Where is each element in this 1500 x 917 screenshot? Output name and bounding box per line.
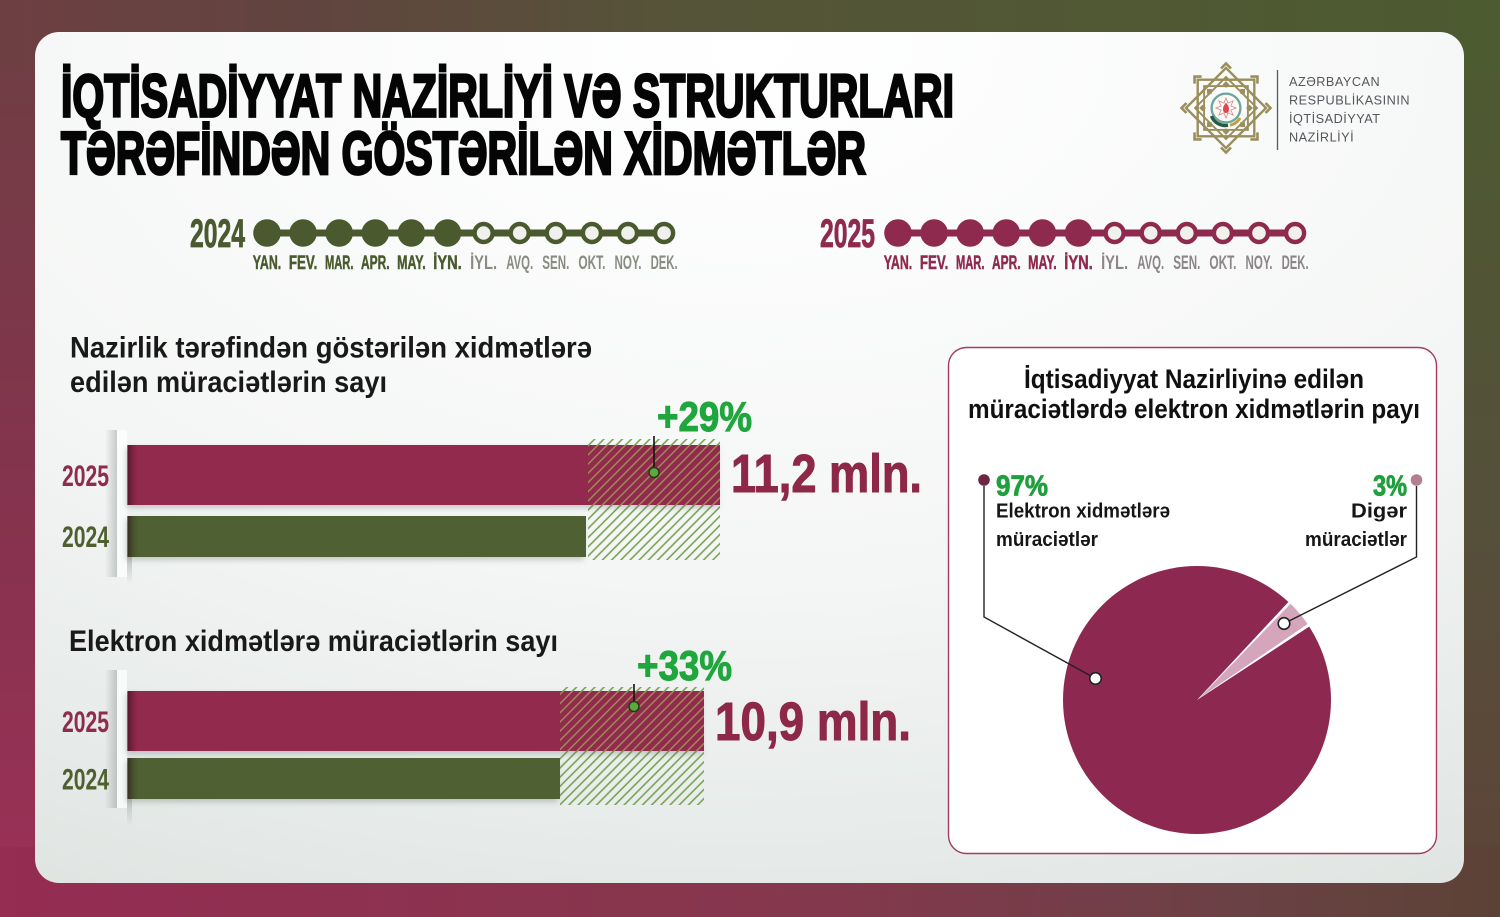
svg-text:MAR.: MAR.: [956, 252, 985, 274]
svg-text:İQTİSADİYYAT NAZİRLİYİ VƏ STRU: İQTİSADİYYAT NAZİRLİYİ VƏ STRUKTURLARI: [61, 63, 954, 130]
svg-text:97%: 97%: [996, 471, 1048, 503]
svg-text:2024: 2024: [62, 764, 109, 797]
svg-text:FEV.: FEV.: [289, 252, 318, 274]
svg-text:OKT.: OKT.: [1209, 252, 1236, 274]
svg-text:YAN.: YAN.: [884, 252, 913, 274]
svg-text:2025: 2025: [62, 706, 109, 739]
svg-text:DEK.: DEK.: [1282, 252, 1309, 274]
svg-text:müraciətlərdə elektron xidmətl: müraciətlərdə elektron xidmətlərin payı: [968, 394, 1420, 424]
svg-text:2025: 2025: [62, 460, 109, 493]
svg-text:Elektron xidmətlərə müraciətlə: Elektron xidmətlərə müraciətlərin sayı: [69, 625, 558, 658]
svg-text:edilən müraciətlərin sayı: edilən müraciətlərin sayı: [70, 366, 387, 399]
svg-text:2024: 2024: [190, 212, 245, 256]
svg-text:OKT.: OKT.: [578, 252, 605, 274]
svg-text:FEV.: FEV.: [920, 252, 949, 274]
svg-text:+33%: +33%: [637, 642, 732, 689]
svg-text:2024: 2024: [62, 521, 109, 554]
svg-text:AZƏRBAYCAN: AZƏRBAYCAN: [1289, 75, 1380, 89]
svg-text:Digər: Digər: [1351, 501, 1407, 523]
svg-text:NOY.: NOY.: [615, 252, 642, 274]
svg-text:+29%: +29%: [657, 393, 752, 440]
svg-text:müraciətlər: müraciətlər: [996, 529, 1098, 551]
svg-text:İQTİSADİYYAT: İQTİSADİYYAT: [1289, 112, 1381, 126]
svg-text:İYN.: İYN.: [433, 251, 462, 274]
svg-text:müraciətlər: müraciətlər: [1305, 529, 1407, 551]
svg-text:3%: 3%: [1373, 471, 1407, 503]
svg-text:MAY.: MAY.: [1028, 252, 1057, 274]
svg-text:YAN.: YAN.: [253, 252, 282, 274]
svg-text:AVQ.: AVQ.: [1137, 252, 1164, 274]
svg-text:İYL.: İYL.: [470, 251, 497, 274]
svg-text:Nazirlik tərəfindən göstərilən: Nazirlik tərəfindən göstərilən xidmətlər…: [70, 332, 592, 365]
svg-text:NAZİRLİYİ: NAZİRLİYİ: [1289, 131, 1354, 145]
svg-text:MAR.: MAR.: [325, 252, 354, 274]
svg-text:NOY.: NOY.: [1246, 252, 1273, 274]
svg-text:İYL.: İYL.: [1101, 251, 1128, 274]
svg-text:MAY.: MAY.: [397, 252, 426, 274]
svg-text:İqtisadiyyat Nazirliyinə edilə: İqtisadiyyat Nazirliyinə edilən: [1024, 364, 1364, 394]
svg-text:11,2 mln.: 11,2 mln.: [731, 444, 922, 504]
svg-text:İYN.: İYN.: [1064, 251, 1093, 274]
svg-text:Elektron xidmətlərə: Elektron xidmətlərə: [996, 501, 1170, 523]
svg-text:10,9 mln.: 10,9 mln.: [715, 692, 911, 752]
svg-text:APR.: APR.: [361, 252, 390, 274]
svg-text:AVQ.: AVQ.: [506, 252, 533, 274]
svg-text:TƏRƏFİNDƏN GÖSTƏRİLƏN XİDMƏTLƏ: TƏRƏFİNDƏN GÖSTƏRİLƏN XİDMƏTLƏR: [61, 120, 866, 187]
svg-text:DEK.: DEK.: [651, 252, 678, 274]
svg-text:SEN.: SEN.: [1173, 252, 1200, 274]
svg-text:APR.: APR.: [992, 252, 1021, 274]
svg-text:SEN.: SEN.: [542, 252, 569, 274]
svg-text:RESPUBLİKASININ: RESPUBLİKASININ: [1289, 94, 1410, 108]
svg-text:2025: 2025: [820, 212, 875, 256]
